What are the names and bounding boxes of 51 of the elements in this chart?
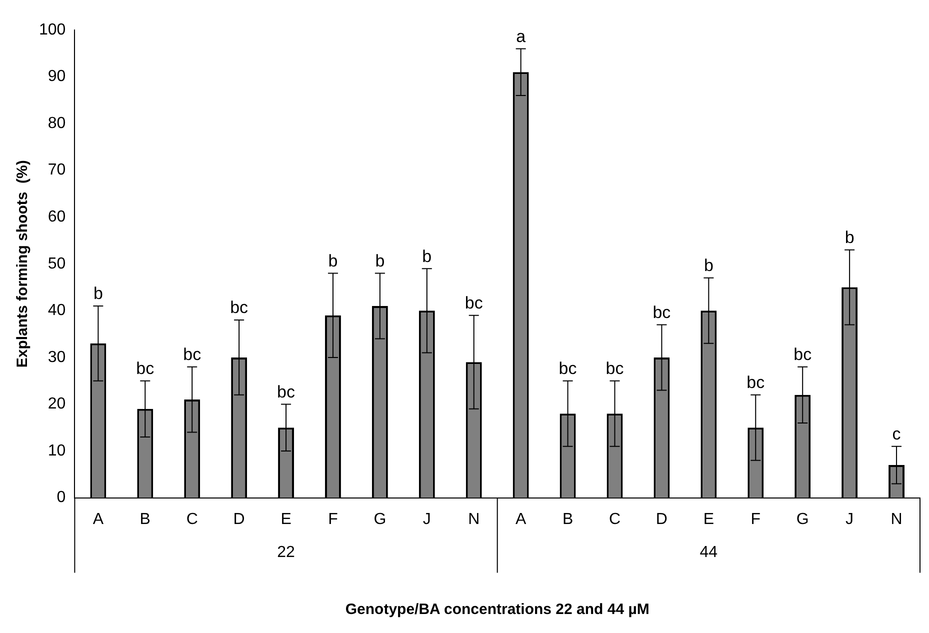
x-tick-label: E (280, 510, 292, 528)
y-tick-label: 10 (48, 442, 66, 460)
y-tick-label: 30 (48, 348, 66, 366)
y-axis-title: Explants forming shoots (%) (14, 160, 32, 368)
x-tick-label: A (92, 510, 104, 528)
data-label: bc (183, 345, 202, 364)
data-label: bc (136, 359, 155, 378)
x-tick-label: B (562, 510, 574, 528)
x-tick-label: J (846, 510, 854, 528)
data-label: b (328, 251, 338, 270)
data-label: bc (652, 302, 672, 322)
x-tick-label: J (422, 510, 431, 528)
data-label: b (93, 284, 103, 304)
y-tick-label: 80 (48, 114, 66, 132)
text: 44 (700, 544, 718, 562)
y-tick-label: 60 (48, 208, 66, 226)
x-tick-label: N (468, 510, 480, 528)
data-label: bc (606, 359, 624, 378)
data-label: b (422, 246, 432, 266)
x-tick-label: B (140, 510, 150, 528)
y-tick-label: 90 (48, 68, 66, 86)
data-label: b (844, 228, 854, 248)
x-tick-label: F (328, 510, 338, 528)
data-label: a (516, 26, 526, 46)
data-label: b (704, 256, 714, 276)
data-label: bc (558, 359, 578, 378)
x-tick-label: D (233, 510, 245, 528)
x-tick-label: G (374, 510, 386, 528)
x-tick-label: E (703, 510, 714, 528)
x-tick-label: F (750, 510, 761, 528)
y-tick-label: 50 (48, 255, 66, 272)
y-tick-label: 0 (56, 489, 66, 506)
y-tick-label: 100 (38, 21, 66, 38)
text: 22 (277, 544, 296, 562)
x-tick-label: C (608, 510, 621, 528)
x-axis-title: Genotype/BA concentrations 22 and 44 µM (345, 601, 650, 618)
y-tick-label: 70 (48, 162, 66, 179)
x-tick-label: A (515, 510, 526, 528)
data-label: bc (794, 345, 812, 364)
x-tick-label: D (656, 510, 668, 528)
data-label: bc (746, 373, 766, 392)
data-label: c (892, 424, 902, 444)
data-label: bc (230, 298, 249, 318)
x-tick-label: N (890, 510, 902, 528)
x-tick-label: G (796, 510, 809, 528)
data-label: bc (277, 382, 296, 402)
x-tick-label: C (186, 510, 198, 528)
data-label: bc (464, 294, 484, 313)
y-tick-label: 40 (48, 302, 66, 320)
y-tick-label: 20 (48, 396, 66, 413)
data-label: b (375, 251, 385, 270)
